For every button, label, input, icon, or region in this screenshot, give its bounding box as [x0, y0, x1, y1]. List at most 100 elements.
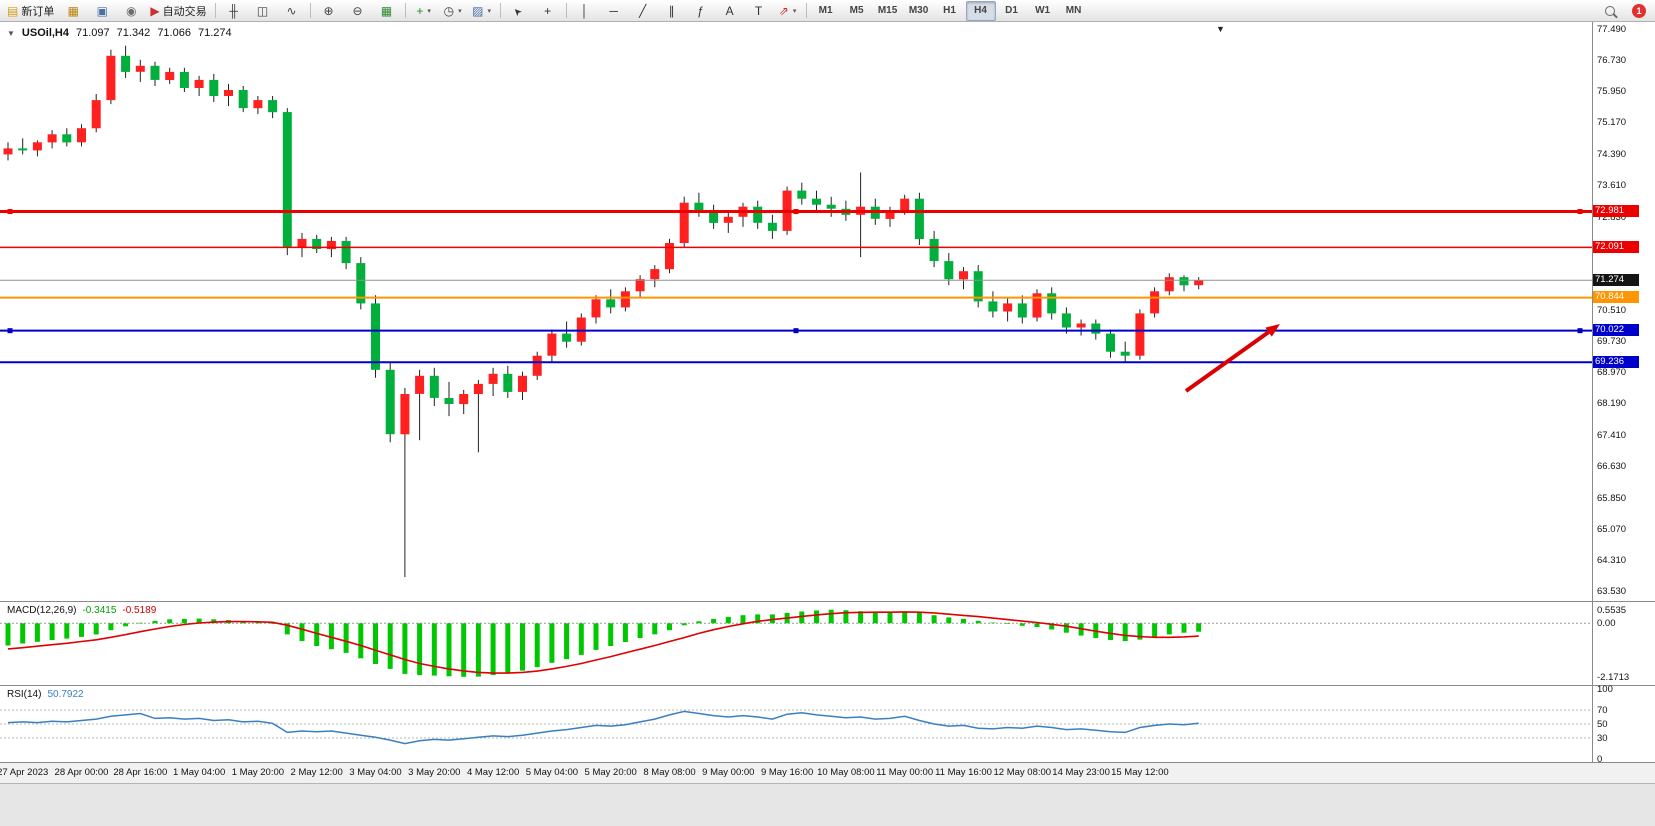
line-handle[interactable]	[7, 328, 13, 334]
price-axis-label: 73.610	[1597, 180, 1627, 192]
macd-histogram-bar	[534, 623, 540, 668]
time-axis-label: 14 May 23:00	[1052, 767, 1110, 778]
vertical-line-button[interactable]: │	[571, 1, 599, 21]
price-tag-69.236: 69.236	[1593, 355, 1639, 368]
line-chart-button[interactable]: ∿	[278, 1, 306, 21]
trendline-button[interactable]: ╱	[629, 1, 657, 21]
time-axis-label: 11 May 16:00	[935, 767, 992, 778]
macd-histogram-bar	[34, 623, 40, 642]
price-tag-70.844: 70.844	[1593, 291, 1639, 304]
line-handle[interactable]	[793, 209, 799, 215]
data-window-button[interactable]: ▣	[88, 1, 116, 21]
one-click-trading-toggle[interactable]: ▼	[7, 28, 15, 38]
candle-bearish	[429, 375, 439, 398]
autotrading-button[interactable]: ▶ 自动交易	[146, 1, 210, 21]
timeframe-w1-button[interactable]: W1	[1035, 5, 1051, 16]
macd-axis-label: -2.1713	[1597, 671, 1630, 683]
macd-histogram-bar	[358, 623, 364, 659]
macd-histogram-bar	[916, 612, 922, 624]
timeframe-mn-button[interactable]: MN	[1065, 5, 1082, 16]
macd-histogram-bar	[196, 618, 202, 624]
macd-histogram-bar	[181, 618, 187, 624]
price-chart-plot[interactable]	[0, 22, 1592, 601]
macd-plot[interactable]	[0, 602, 1592, 685]
candle-bearish	[797, 190, 807, 199]
data-window-icon: ▣	[96, 3, 109, 18]
candle-bearish	[1061, 313, 1071, 328]
timeframe-m30-button[interactable]: M30	[908, 5, 929, 16]
timeframe-m5-button[interactable]: M5	[849, 5, 864, 16]
candle-bullish	[3, 148, 13, 155]
candlestick-chart-button[interactable]: ◫	[249, 1, 277, 21]
arrows-button[interactable]: ⇗ ▾	[774, 1, 802, 21]
macd-histogram-bar	[1034, 623, 1040, 627]
notification-badge[interactable]: 1	[1632, 3, 1646, 18]
chart-shift-marker[interactable]: ▼	[1216, 24, 1225, 34]
macd-histogram-bar	[564, 623, 570, 660]
macd-histogram-bar	[255, 622, 261, 624]
macd-histogram-bar	[696, 621, 702, 624]
line-handle[interactable]	[1577, 328, 1583, 334]
macd-histogram-bar	[637, 623, 643, 639]
market-watch-button[interactable]: ▦	[59, 1, 87, 21]
candle-bearish	[282, 112, 292, 247]
toolbar-separator	[499, 3, 501, 18]
macd-histogram-bar	[946, 617, 952, 624]
time-axis-label: 28 Apr 00:00	[54, 767, 109, 778]
price-axis-label: 77.490	[1597, 24, 1627, 35]
navigator-button[interactable]: ◉	[117, 1, 145, 21]
macd-histogram-bar	[1049, 623, 1055, 630]
cursor-button[interactable]: ➤	[505, 1, 533, 21]
trend-arrow-head[interactable]	[1265, 324, 1280, 337]
rsi-value: 50.7922	[47, 689, 84, 700]
timeframe-h4-button[interactable]: H4	[965, 0, 996, 21]
candle-bullish	[488, 373, 498, 384]
new-order-icon: ▤	[7, 3, 19, 18]
trend-arrow-annotation[interactable]	[1184, 330, 1270, 393]
price-tag-72.091: 72.091	[1593, 240, 1639, 253]
new-order-button[interactable]: ▤ 新订单	[3, 1, 58, 21]
price-tag-71.274: 71.274	[1593, 273, 1639, 286]
candle-bullish	[135, 65, 145, 72]
equidistant-channel-button[interactable]: ∥	[658, 1, 686, 21]
line-handle[interactable]	[793, 328, 799, 334]
candle-bullish	[959, 271, 968, 280]
time-axis-label: 1 May 20:00	[231, 767, 285, 778]
timeframe-d1-button[interactable]: D1	[1005, 5, 1018, 16]
candle-bearish	[371, 303, 380, 370]
periods-button[interactable]: ◷ ▾	[439, 1, 467, 21]
search-button[interactable]	[1596, 1, 1624, 21]
cursor-icon: ➤	[511, 3, 526, 18]
line-handle[interactable]	[1577, 209, 1583, 215]
line-chart-icon: ∿	[286, 3, 297, 18]
candle-bearish	[238, 90, 248, 109]
candle-bullish	[473, 383, 483, 394]
macd-histogram-bar	[446, 623, 452, 677]
macd-histogram-bar	[549, 623, 555, 663]
zoom-in-button[interactable]: ⊕	[315, 1, 343, 21]
bar-chart-button[interactable]: ╫	[220, 1, 248, 21]
text-button[interactable]: A	[716, 1, 744, 21]
macd-histogram-bar	[343, 623, 349, 653]
price-axis-divider	[1592, 22, 1593, 763]
candle-bullish	[91, 100, 101, 129]
zoom-out-button[interactable]: ⊖	[344, 1, 372, 21]
candle-bullish	[1003, 303, 1013, 312]
macd-histogram-bar	[667, 623, 672, 631]
timeframe-h1-button[interactable]: H1	[943, 5, 956, 16]
grid-button[interactable]: ▦	[373, 1, 401, 21]
line-handle[interactable]	[7, 209, 13, 215]
timeframe-m1-button[interactable]: M1	[818, 5, 833, 16]
candle-bearish	[341, 241, 351, 264]
crosshair-button[interactable]: +	[534, 1, 562, 21]
horizontal-line-button[interactable]: ─	[600, 1, 628, 21]
candle-bullish	[253, 100, 263, 109]
text-label-button[interactable]: T	[745, 1, 773, 21]
rsi-plot[interactable]	[0, 686, 1592, 762]
templates-button[interactable]: ▨ ▾	[468, 1, 496, 21]
price-axis-label: 75.170	[1597, 117, 1627, 129]
indicators-button[interactable]: + ▾	[410, 1, 438, 21]
fibonacci-button[interactable]: ƒ	[687, 1, 715, 21]
timeframe-m15-button[interactable]: M15	[877, 5, 898, 16]
rsi-line	[7, 710, 1199, 745]
